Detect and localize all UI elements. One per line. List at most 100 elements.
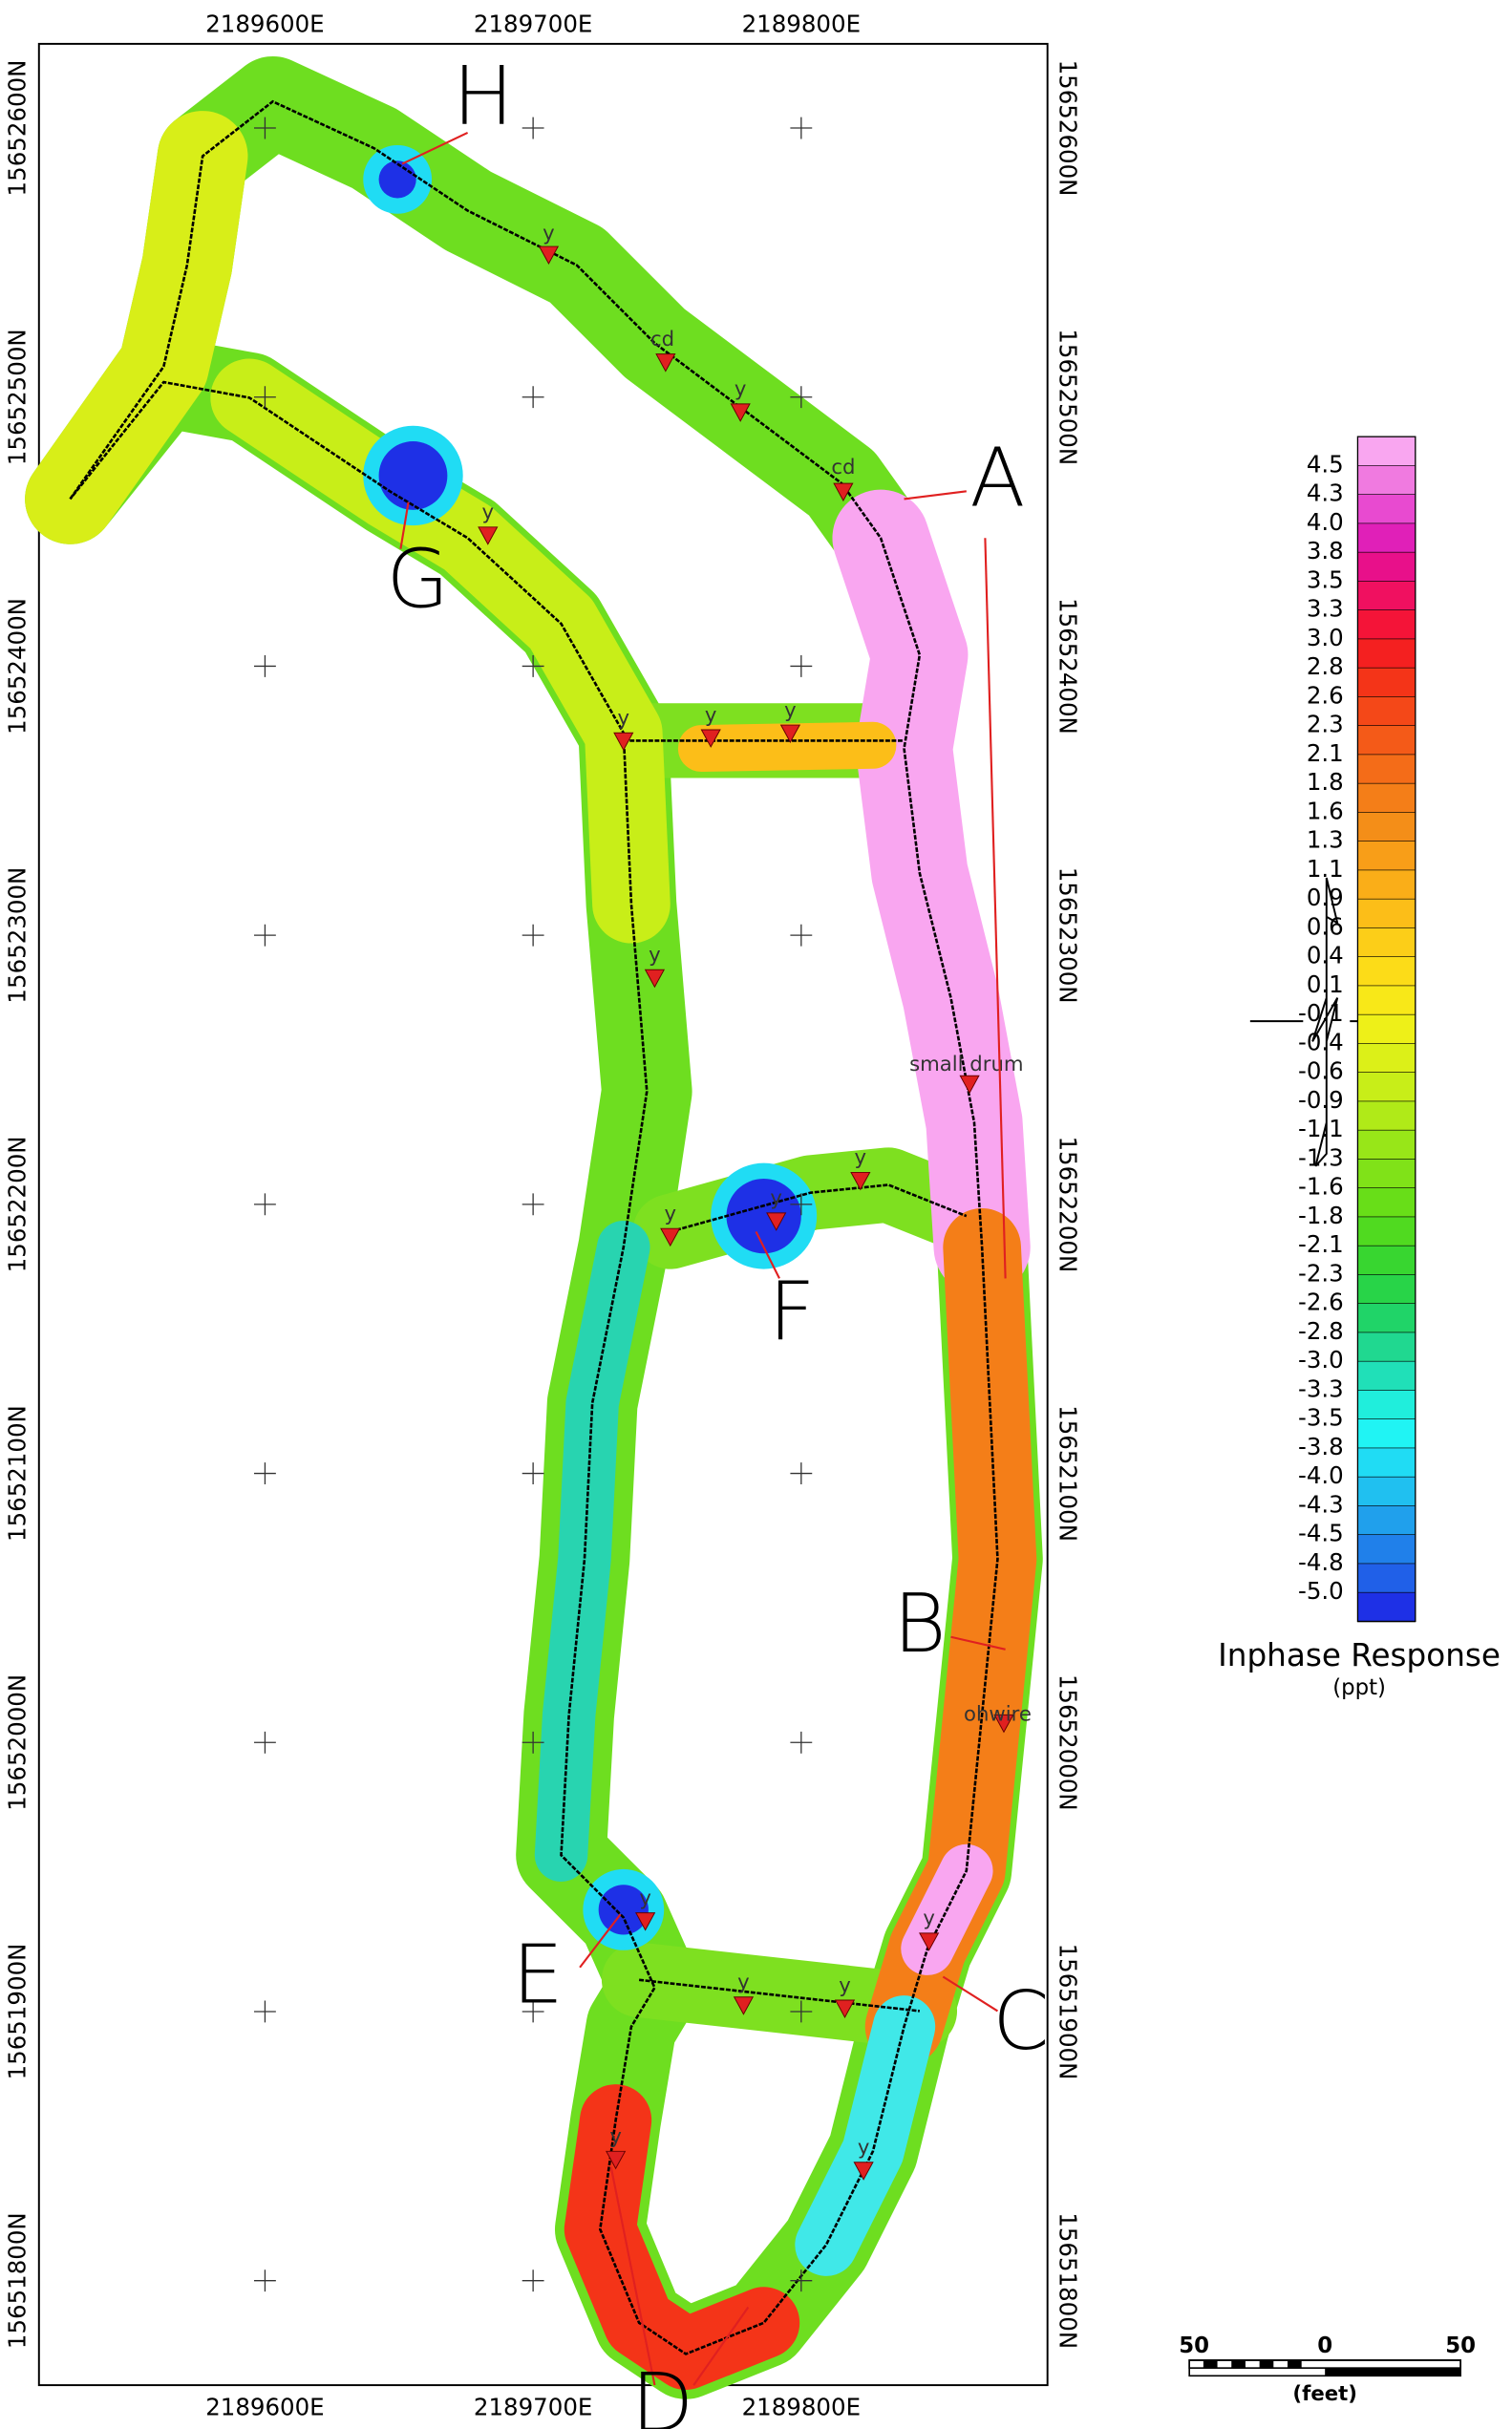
colorbar-band [1357,552,1415,582]
feature-label: F [769,1266,816,1360]
marker-label: small drum [909,1053,1024,1076]
colorbar-label: -1.3 [1298,1143,1344,1171]
colorbar-label: 4.5 [1307,450,1344,478]
colorbar-label: 4.0 [1307,508,1344,536]
colorbar-label: 3.5 [1307,565,1344,593]
colorbar-band [1357,1274,1415,1304]
colorbar-band [1357,1332,1415,1362]
colorbar-band [1357,465,1415,495]
colorbar-band [1357,610,1415,640]
northing-label: 15652000N [4,1674,32,1811]
colorbar-band [1357,842,1415,871]
marker-label: y [482,501,495,524]
northing-label: 15652100N [1054,1405,1081,1542]
colorbar-band [1357,1477,1415,1506]
colorbar-label: 0.1 [1307,970,1344,998]
northing-label: 15651900N [1054,1944,1081,2080]
northing-label: 15652600N [1054,60,1081,197]
marker-label: y [858,2136,870,2160]
northing-label: 15652500N [4,329,32,465]
scale-label: 50 [1179,2333,1209,2358]
colorbar-label: 1.3 [1307,826,1344,854]
colorbar-label: 3.8 [1307,537,1344,565]
colorbar-band [1357,1014,1415,1044]
colorbar-band [1357,1159,1415,1188]
colorbar-label: 1.8 [1307,768,1344,796]
feature-label: G [386,533,449,628]
northing-label: 15652000N [1054,1674,1081,1811]
marker-label: cd [831,456,855,479]
feature-label: E [512,1928,564,2022]
colorbar-band [1357,437,1415,466]
colorbar-band [1357,1217,1415,1246]
colorbar-band [1357,1535,1415,1565]
colorbar-band [1357,1101,1415,1131]
marker-label: y [923,1907,935,1930]
colorbar-label: -1.8 [1298,1202,1344,1229]
scale-label: 50 [1445,2333,1476,2358]
colorbar-band [1357,870,1415,900]
colorbar-band [1357,1448,1415,1478]
scale-label: 0 [1317,2333,1332,2358]
colorbar-unit: (ppt) [1332,1675,1386,1700]
colorbar-band [1357,1361,1415,1391]
colorbar-label: -0.4 [1298,1028,1344,1055]
colorbar-label: -3.8 [1298,1433,1344,1460]
marker-label: y [609,2125,622,2149]
colorbar-label: 4.3 [1307,479,1344,507]
colorbar-band [1357,986,1415,1015]
marker-label: y [737,1971,750,1994]
colorbar-band [1357,1304,1415,1333]
colorbar-band [1357,1390,1415,1419]
colorbar-band [1357,927,1415,957]
colorbar-band [1357,726,1415,756]
northing-label: 15652500N [1054,329,1081,465]
northing-label: 15652200N [4,1136,32,1272]
easting-label: 2189700E [474,10,592,37]
marker-label: y [705,703,717,727]
colorbar-label: -4.0 [1298,1461,1344,1489]
colorbar-label: -5.0 [1298,1577,1344,1605]
colorbar-band [1357,1188,1415,1218]
survey-band [701,745,873,748]
colorbar-label: -0.6 [1298,1057,1344,1085]
colorbar-band [1357,957,1415,987]
colorbar-label: 3.0 [1307,624,1344,651]
colorbar-label: 0.4 [1307,942,1344,969]
anomaly [379,160,416,198]
marker-label: y [664,1203,676,1226]
marker-label: y [855,1146,867,1170]
colorbar-band [1357,668,1415,697]
colorbar-band [1357,1073,1415,1102]
colorbar-label: 2.1 [1307,739,1344,767]
northing-label: 15651900N [4,1944,32,2080]
easting-label: 2189800E [742,10,861,37]
colorbar-label: -3.0 [1298,1346,1344,1374]
colorbar-label: 0.9 [1307,884,1344,911]
colorbar-label: 0.6 [1307,912,1344,940]
colorbar-label: -4.5 [1298,1520,1344,1547]
colorbar-label: -0.9 [1298,1086,1344,1114]
colorbar-label: -3.5 [1298,1404,1344,1432]
marker-label: y [649,944,661,968]
easting-label: 2189600E [205,2394,324,2421]
colorbar-label: -2.6 [1298,1289,1344,1316]
colorbar-band [1357,696,1415,726]
colorbar-band [1357,523,1415,553]
marker-label: y [735,377,747,401]
scale-bar [1189,2360,1460,2376]
northing-label: 15652600N [4,60,32,197]
colorbar-band [1357,1246,1415,1275]
easting-label: 2189600E [205,10,324,37]
marker-label: ohwire [964,1702,1032,1726]
northing-label: 15652400N [1054,598,1081,735]
colorbar-label: 2.8 [1307,652,1344,680]
colorbar-label: -2.8 [1298,1317,1344,1345]
colorbar-label: 1.1 [1307,855,1344,883]
marker-label: cd [650,328,674,352]
anomaly [379,441,448,510]
anomaly [726,1179,800,1253]
colorbar-label: -4.3 [1298,1490,1344,1518]
colorbar-label: -3.3 [1298,1374,1344,1402]
feature-label: H [453,50,514,144]
